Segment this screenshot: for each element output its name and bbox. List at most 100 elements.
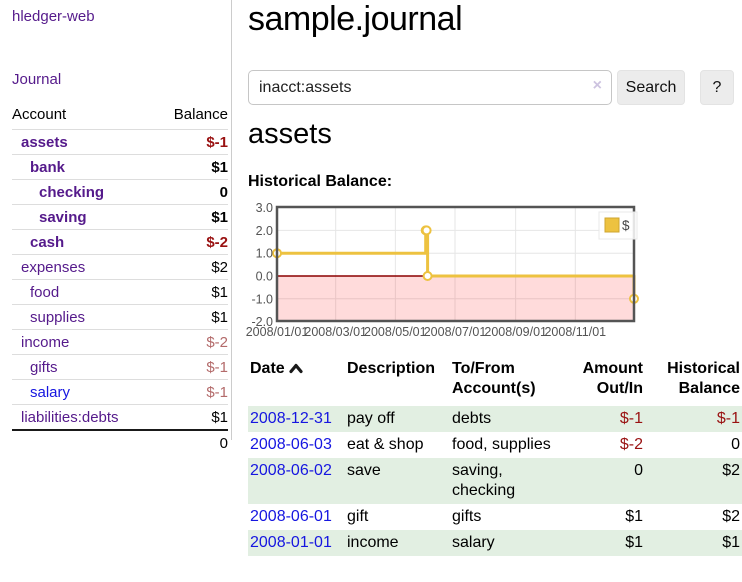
accounts-total-row: 0 bbox=[12, 430, 228, 455]
clear-search-icon[interactable]: × bbox=[592, 77, 602, 94]
sidebar-account-row: supplies $1 bbox=[12, 304, 228, 330]
transaction-amount: $-2 bbox=[619, 436, 643, 453]
historical-balance-chart: $3.0 2.0 1.0 0.0 -1.0 -2.02008/01/012008/03/0… bbox=[246, 201, 639, 339]
transaction-date-link[interactable]: 2008-06-02 bbox=[250, 462, 332, 479]
sidebar-account-row: cash $-2 bbox=[12, 229, 228, 255]
sort-asc-icon bbox=[289, 363, 303, 374]
sidebar-item-journal[interactable]: Journal bbox=[12, 71, 62, 88]
transaction-date-link[interactable]: 2008-01-01 bbox=[250, 534, 332, 551]
register-row: 2008-01-01 income salary $1 $1 bbox=[248, 530, 742, 556]
accounts-header-balance: Balance bbox=[173, 106, 228, 123]
account-link[interactable]: supplies bbox=[30, 309, 86, 326]
sidebar-account-row: food $1 bbox=[12, 279, 228, 305]
account-balance: $-1 bbox=[206, 359, 228, 376]
account-balance: $1 bbox=[211, 309, 228, 326]
account-link[interactable]: saving bbox=[39, 209, 87, 226]
account-balance: $1 bbox=[211, 159, 228, 176]
column-header-balance[interactable]: Historical Balance bbox=[667, 360, 740, 397]
search-input[interactable] bbox=[248, 70, 612, 105]
column-header-accounts[interactable]: To/From Account(s) bbox=[452, 360, 536, 397]
transaction-balance: $2 bbox=[722, 508, 740, 525]
account-balance: $-2 bbox=[206, 334, 228, 351]
page-title: sample.journal bbox=[248, 0, 463, 38]
account-balance: $-1 bbox=[206, 384, 228, 401]
transaction-amount: $-1 bbox=[619, 410, 643, 427]
sidebar-account-row: expenses $2 bbox=[12, 254, 228, 280]
register-table: Date Description To/From Account(s) Amou… bbox=[248, 357, 742, 556]
column-header-amount[interactable]: Amount Out/In bbox=[582, 360, 643, 397]
x-axis-tick-label: 2008/03/01 bbox=[304, 325, 367, 339]
transaction-date-link[interactable]: 2008-12-31 bbox=[250, 410, 332, 427]
account-link[interactable]: checking bbox=[39, 184, 105, 201]
register-row: 2008-06-02 save saving, checking 0 $2 bbox=[248, 458, 742, 504]
sidebar-account-row: saving $1 bbox=[12, 204, 228, 230]
account-balance: $2 bbox=[211, 259, 228, 276]
y-axis-tick-label: 1.0 bbox=[256, 247, 273, 261]
transaction-accounts: debts bbox=[452, 410, 492, 427]
transaction-description: save bbox=[347, 462, 381, 479]
account-link[interactable]: assets bbox=[21, 134, 68, 151]
search-bar: × Search ? bbox=[248, 70, 742, 105]
x-axis-tick-label: 2008/11/01 bbox=[544, 325, 606, 339]
sidebar-account-row: bank $1 bbox=[12, 154, 228, 180]
transaction-date-link[interactable]: 2008-06-01 bbox=[250, 508, 332, 525]
account-link[interactable]: income bbox=[21, 334, 70, 351]
x-axis-tick-label: 2008/07/01 bbox=[424, 325, 487, 339]
account-link[interactable]: salary bbox=[30, 384, 71, 401]
accounts-total-value: 0 bbox=[219, 435, 228, 452]
transaction-description: income bbox=[347, 534, 399, 551]
account-link[interactable]: gifts bbox=[30, 359, 58, 376]
account-link[interactable]: expenses bbox=[21, 259, 86, 276]
register-row: 2008-06-01 gift gifts $1 $2 bbox=[248, 504, 742, 530]
register-header-row: Date Description To/From Account(s) Amou… bbox=[248, 357, 742, 406]
transaction-balance: $-1 bbox=[716, 410, 740, 427]
register-row: 2008-12-31 pay off debts $-1 $-1 bbox=[248, 406, 742, 432]
transaction-description: eat & shop bbox=[347, 436, 424, 453]
transaction-date-link[interactable]: 2008-06-03 bbox=[250, 436, 332, 453]
account-balance: 0 bbox=[219, 184, 228, 201]
transaction-description: gift bbox=[347, 508, 369, 525]
transaction-amount: 0 bbox=[634, 462, 643, 479]
sidebar-account-row: gifts $-1 bbox=[12, 354, 228, 380]
account-balance: $1 bbox=[211, 209, 228, 226]
account-link[interactable]: food bbox=[30, 284, 60, 301]
account-title: assets bbox=[248, 118, 332, 150]
y-axis-tick-label: -1.0 bbox=[251, 292, 273, 306]
help-button[interactable]: ? bbox=[700, 70, 734, 105]
sidebar-account-row: salary $-1 bbox=[12, 379, 228, 405]
chart-title: Historical Balance: bbox=[248, 173, 393, 190]
transaction-description: pay off bbox=[347, 410, 395, 427]
y-axis-tick-label: 3.0 bbox=[256, 201, 273, 215]
y-axis-tick-label: 2.0 bbox=[256, 224, 273, 238]
column-header-description[interactable]: Description bbox=[347, 360, 436, 377]
account-balance: $-1 bbox=[206, 134, 228, 151]
column-header-date[interactable]: Date bbox=[248, 357, 345, 406]
transaction-balance: $1 bbox=[722, 534, 740, 551]
legend-label: $ bbox=[622, 218, 630, 233]
y-axis-tick-label: -2.0 bbox=[251, 315, 273, 329]
x-axis-tick-label: 2008/05/01 bbox=[364, 325, 427, 339]
app-brand-link[interactable]: hledger-web bbox=[12, 8, 95, 25]
chart-point-marker bbox=[422, 271, 433, 281]
transaction-accounts: salary bbox=[452, 534, 495, 551]
chart-border bbox=[275, 205, 636, 323]
account-link[interactable]: bank bbox=[30, 159, 66, 176]
negative-region bbox=[277, 276, 634, 321]
transaction-amount: $1 bbox=[625, 508, 643, 525]
account-balance: $-2 bbox=[206, 234, 228, 251]
transaction-accounts: saving, checking bbox=[452, 462, 516, 499]
transaction-balance: $2 bbox=[722, 462, 740, 479]
transaction-accounts: food, supplies bbox=[452, 436, 551, 453]
sidebar-account-row: income $-2 bbox=[12, 329, 228, 355]
account-balance: $1 bbox=[211, 409, 228, 426]
search-button[interactable]: Search bbox=[617, 70, 685, 105]
transaction-balance: 0 bbox=[731, 436, 740, 453]
account-link[interactable]: cash bbox=[30, 234, 65, 251]
accounts-header-row: Account Balance bbox=[12, 102, 228, 130]
transaction-amount: $1 bbox=[625, 534, 643, 551]
legend-swatch bbox=[604, 217, 620, 233]
sidebar-account-row: assets $-1 bbox=[12, 129, 228, 155]
x-axis-tick-label: 2008/09/01 bbox=[484, 325, 547, 339]
account-link[interactable]: liabilities:debts bbox=[21, 409, 119, 426]
accounts-balance-table: Account Balance assets $-1 bank $1 checking 0… bbox=[12, 102, 228, 455]
